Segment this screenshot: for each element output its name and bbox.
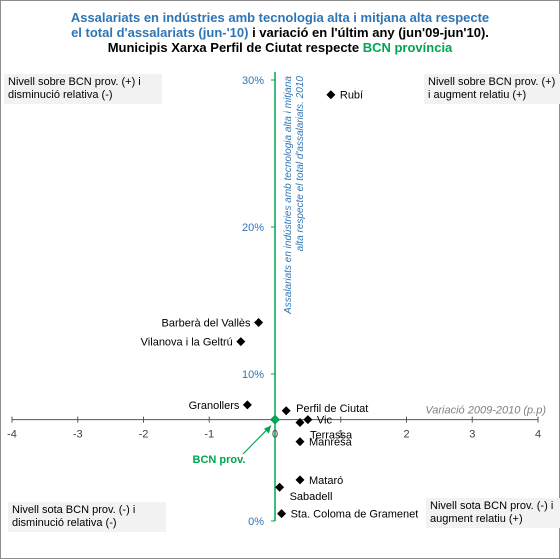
data-label: Vic <box>317 415 333 427</box>
data-point <box>275 482 285 492</box>
chart-title-line-3-green: BCN província <box>362 40 453 55</box>
x-tick-label: 2 <box>403 429 409 441</box>
data-label: Sta. Coloma de Gramenet <box>291 509 419 521</box>
data-point <box>303 415 313 425</box>
data-point <box>281 406 291 416</box>
y-tick-label: 30% <box>242 75 264 87</box>
x-tick-label: 4 <box>535 429 541 441</box>
data-label: Manresa <box>309 437 353 449</box>
chart-title-line-2-blue: el total d'assalariats (jun-'10) <box>71 25 249 40</box>
data-label: Barberà del Vallès <box>161 318 251 330</box>
reference-arrow-head <box>264 425 271 434</box>
x-tick-label: -4 <box>7 429 17 441</box>
y-tick-label: 20% <box>242 222 264 234</box>
reference-label: BCN prov. <box>193 454 246 466</box>
data-label: Granollers <box>189 400 240 412</box>
data-point <box>326 90 336 100</box>
data-label: Terrassa <box>310 430 353 442</box>
axes: -4 -3 -2 -1 0 1 2 3 4 0% 10% 20% 30% Variació 2009-20… <box>7 72 546 528</box>
reference-point <box>270 414 280 425</box>
x-tick-label: -3 <box>73 429 83 441</box>
data-label: Perfil de Ciutat <box>296 403 368 415</box>
x-tick-label: -2 <box>139 429 149 441</box>
quadrant-top-right-note: Nivell sobre BCN prov. (+) i augment rel… <box>424 74 560 104</box>
data-point <box>277 509 287 519</box>
data-label: Mataró <box>309 475 343 487</box>
chart-title-line-3-dark: Municipis Xarxa Perfil de Ciutat respect… <box>107 40 363 55</box>
y-tick-label: 0% <box>248 516 264 528</box>
x-axis-title: Variació 2009-2010 (p.p) <box>425 405 546 417</box>
chart-title-line-1: Assalariats en indústries amb tecnologia… <box>70 10 490 25</box>
chart-title-line-2: el total d'assalariats (jun-'10) i varia… <box>0 25 560 41</box>
quadrant-top-left-note: Nivell sobre BCN prov. (+) i disminució … <box>4 74 162 104</box>
chart-title-line-3: Municipis Xarxa Perfil de Ciutat respect… <box>0 40 560 56</box>
data-label: Vilanova i la Geltrú <box>141 337 233 349</box>
data-point <box>242 400 252 410</box>
x-tick-label: 1 <box>338 429 344 441</box>
chart-title-line-2-dark: i variació en l'últim any (jun'09-jun'10… <box>248 25 489 40</box>
y-tick-label: 10% <box>242 369 264 381</box>
data-point <box>254 318 264 328</box>
data-point <box>236 337 246 347</box>
data-label: Rubí <box>340 90 363 102</box>
data-label: Sabadell <box>290 491 333 503</box>
data-point <box>295 418 305 428</box>
quadrant-bottom-right-note: Nivell sota BCN prov. (-) i augment rela… <box>426 498 560 528</box>
x-tick-label: 3 <box>469 429 475 441</box>
data-marks: Rubí Barberà del Vallès Vilanova i la Gelt… <box>141 90 419 521</box>
x-tick-label: 0 <box>272 429 278 441</box>
quadrant-bottom-left-note: Nivell sota BCN prov. (-) i disminució r… <box>8 502 166 532</box>
data-point <box>295 437 305 447</box>
y-axis-title: Assalariats en indústries amb tecnologia… <box>283 76 306 315</box>
x-tick-label: -1 <box>204 429 214 441</box>
data-point <box>295 475 305 485</box>
